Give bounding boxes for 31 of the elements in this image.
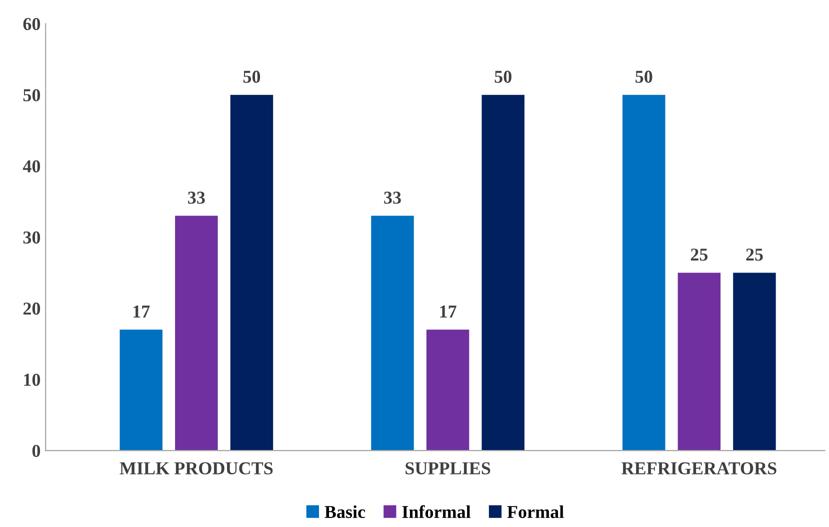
y-tick-label: 50 xyxy=(23,89,40,102)
data-label: 33 xyxy=(188,192,205,204)
bar xyxy=(622,94,666,451)
y-tick-label: 10 xyxy=(24,374,40,386)
data-label: 17 xyxy=(440,306,456,318)
legend-label: Basic xyxy=(324,505,366,518)
data-label: 50 xyxy=(243,70,260,83)
bar xyxy=(175,216,218,451)
y-tick-label: 30 xyxy=(23,231,40,244)
y-tick-label: 60 xyxy=(23,18,40,30)
data-label: 33 xyxy=(384,192,401,204)
x-tick-label: MILK PRODUCTS xyxy=(120,462,273,474)
x-tick-label: SUPPLIES xyxy=(406,462,490,474)
bar xyxy=(230,94,274,451)
data-label: 25 xyxy=(690,248,708,261)
data-label: 50 xyxy=(636,70,652,83)
bar xyxy=(120,330,162,451)
bar xyxy=(678,272,721,451)
y-tick-label: 0 xyxy=(32,444,40,458)
x-tick-label: REFRIGERATORS xyxy=(622,462,776,474)
data-label: 50 xyxy=(494,70,512,83)
legend-label: Informal xyxy=(402,505,471,518)
bar xyxy=(733,272,776,451)
bar xyxy=(426,330,470,451)
y-tick-label: 20 xyxy=(23,302,40,315)
bar xyxy=(371,216,414,451)
data-label: 25 xyxy=(746,248,763,261)
bar xyxy=(482,94,524,451)
data-label: 17 xyxy=(134,306,150,318)
y-tick-label: 40 xyxy=(22,160,40,172)
legend-label: Formal xyxy=(507,505,564,518)
